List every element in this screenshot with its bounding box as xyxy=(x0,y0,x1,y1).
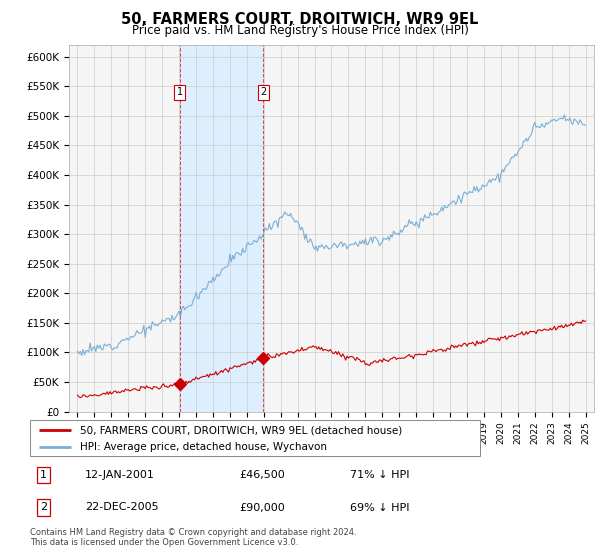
Bar xyxy=(180,45,263,412)
Text: 1: 1 xyxy=(40,470,47,480)
Text: Contains HM Land Registry data © Crown copyright and database right 2024.
This d: Contains HM Land Registry data © Crown c… xyxy=(30,528,356,547)
Text: 50, FARMERS COURT, DROITWICH, WR9 9EL: 50, FARMERS COURT, DROITWICH, WR9 9EL xyxy=(121,12,479,27)
Text: 69% ↓ HPI: 69% ↓ HPI xyxy=(350,502,410,512)
Text: 2: 2 xyxy=(260,87,266,97)
Text: 12-JAN-2001: 12-JAN-2001 xyxy=(85,470,155,480)
Text: 2: 2 xyxy=(40,502,47,512)
Text: Price paid vs. HM Land Registry's House Price Index (HPI): Price paid vs. HM Land Registry's House … xyxy=(131,24,469,37)
Text: £90,000: £90,000 xyxy=(240,502,286,512)
FancyBboxPatch shape xyxy=(30,420,480,456)
Text: 50, FARMERS COURT, DROITWICH, WR9 9EL (detached house): 50, FARMERS COURT, DROITWICH, WR9 9EL (d… xyxy=(79,425,402,435)
Text: £46,500: £46,500 xyxy=(240,470,286,480)
Text: 1: 1 xyxy=(176,87,183,97)
Text: HPI: Average price, detached house, Wychavon: HPI: Average price, detached house, Wych… xyxy=(79,442,326,452)
Text: 22-DEC-2005: 22-DEC-2005 xyxy=(85,502,159,512)
Text: 71% ↓ HPI: 71% ↓ HPI xyxy=(350,470,410,480)
